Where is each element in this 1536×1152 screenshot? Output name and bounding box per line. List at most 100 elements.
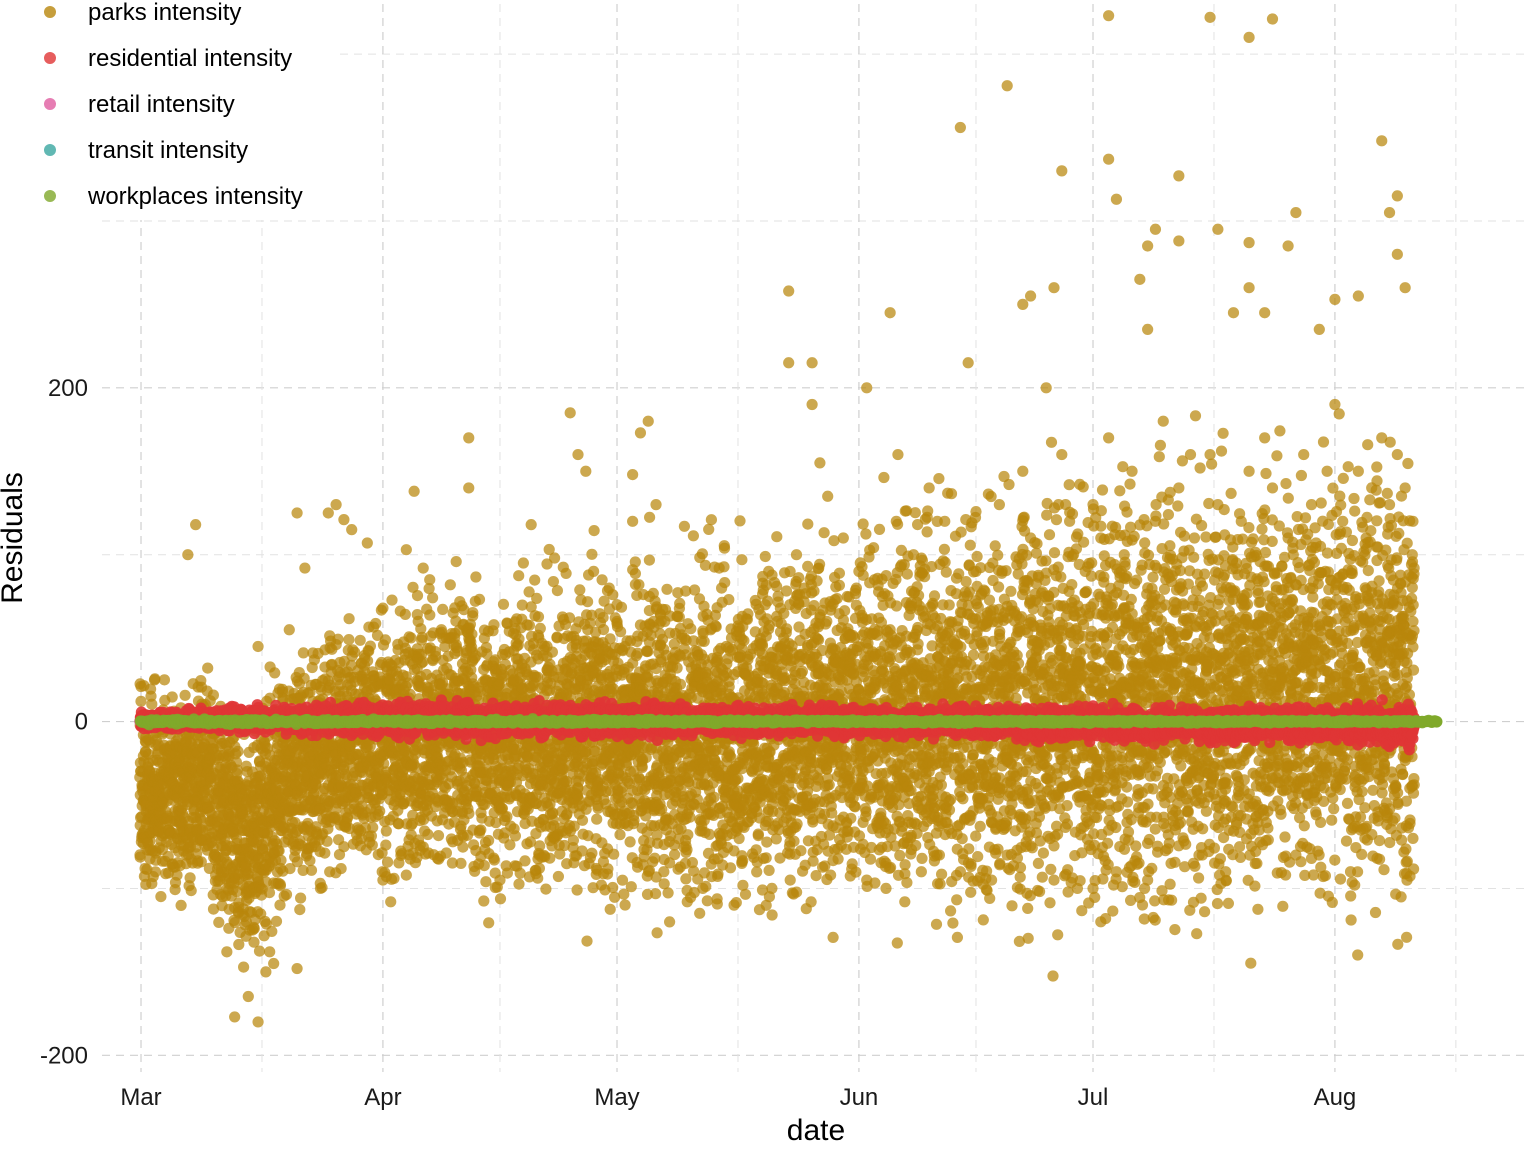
- data-point: [607, 881, 619, 894]
- data-point: [761, 836, 773, 848]
- data-point: [135, 695, 147, 707]
- data-point: [146, 698, 158, 710]
- data-point: [680, 840, 692, 852]
- data-point: [399, 608, 411, 621]
- data-point: [532, 872, 544, 884]
- data-point: [343, 613, 355, 625]
- plot-area: [134, 10, 1443, 1028]
- data-point: [738, 635, 750, 647]
- data-point: [242, 990, 254, 1003]
- data-point: [202, 662, 214, 674]
- data-point: [533, 862, 546, 874]
- data-point: [641, 646, 653, 658]
- data-point: [263, 887, 276, 899]
- data-point: [771, 531, 783, 543]
- data-point: [686, 857, 699, 869]
- data-point: [724, 862, 737, 874]
- data-point: [488, 619, 500, 631]
- data-point: [586, 847, 598, 859]
- data-point: [280, 888, 293, 901]
- data-point: [546, 646, 559, 658]
- data-point: [711, 898, 723, 910]
- data-point: [411, 590, 424, 602]
- data-point: [422, 828, 434, 841]
- data-point: [139, 862, 151, 875]
- data-point: [467, 610, 479, 622]
- data-point: [651, 927, 663, 939]
- data-point: [780, 627, 792, 639]
- data-point: [374, 805, 386, 817]
- data-point: [615, 626, 627, 638]
- data-point: [624, 836, 636, 848]
- data-point: [388, 872, 400, 885]
- data-point: [483, 917, 495, 929]
- data-point: [723, 681, 735, 693]
- data-point: [264, 946, 276, 958]
- data-point: [343, 634, 355, 646]
- data-point: [696, 548, 709, 560]
- data-point: [332, 633, 344, 645]
- data-point: [687, 530, 700, 542]
- data-point: [771, 580, 783, 593]
- data-point: [705, 514, 718, 526]
- data-point: [149, 673, 161, 685]
- data-point: [380, 839, 392, 851]
- data-point: [552, 870, 565, 883]
- data-point: [531, 592, 543, 605]
- data-point: [519, 855, 531, 867]
- data-point: [364, 640, 376, 652]
- data-point: [766, 909, 778, 921]
- data-point: [362, 655, 374, 667]
- data-point: [437, 603, 449, 616]
- data-point: [295, 892, 307, 904]
- data-point: [480, 641, 492, 654]
- data-point: [294, 904, 306, 916]
- data-point: [366, 839, 378, 851]
- data-point: [649, 852, 661, 864]
- data-point: [650, 888, 662, 900]
- data-point: [572, 782, 584, 794]
- data-point: [534, 622, 546, 635]
- data-point: [304, 855, 316, 867]
- data-point: [509, 830, 521, 842]
- data-point: [625, 881, 637, 893]
- data-point: [253, 945, 266, 957]
- data-point: [155, 891, 167, 903]
- data-point: [581, 935, 593, 947]
- data-point: [269, 667, 281, 679]
- data-point: [232, 745, 244, 758]
- data-point: [636, 761, 648, 774]
- data-point: [432, 830, 445, 842]
- data-point: [171, 869, 183, 881]
- data-point: [766, 882, 778, 895]
- data-point: [544, 852, 556, 864]
- data-point: [701, 895, 713, 907]
- data-point: [734, 515, 746, 527]
- data-point: [703, 828, 716, 841]
- data-point: [195, 675, 207, 687]
- data-point: [429, 646, 441, 658]
- data-point: [530, 671, 542, 683]
- data-point: [483, 834, 495, 847]
- data-point: [179, 689, 191, 701]
- data-point: [354, 634, 366, 646]
- data-point: [497, 598, 510, 610]
- data-point: [760, 852, 772, 864]
- data-point: [145, 683, 157, 695]
- data-point: [229, 917, 241, 929]
- data-point: [752, 828, 764, 840]
- data-point: [457, 841, 469, 853]
- data-point: [602, 863, 614, 875]
- data-point: [718, 561, 730, 573]
- data-point: [175, 899, 187, 912]
- data-point: [750, 844, 762, 856]
- data-point: [551, 585, 564, 597]
- data-point: [494, 893, 507, 905]
- data-point: [571, 884, 583, 896]
- data-point: [633, 579, 645, 591]
- data-point: [532, 611, 545, 623]
- data-point: [424, 609, 436, 621]
- data-point: [671, 662, 683, 674]
- data-point: [629, 556, 641, 568]
